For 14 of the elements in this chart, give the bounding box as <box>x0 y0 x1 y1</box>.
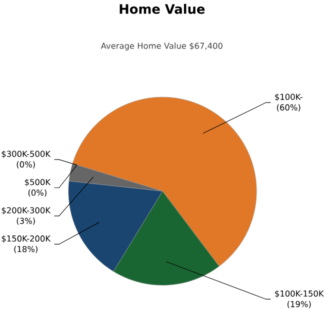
category-label: $500K <box>24 178 51 186</box>
slice-label: $200K-300K <box>2 206 51 214</box>
chart-title: Home Value <box>120 4 205 14</box>
text: (0%) <box>28 189 46 197</box>
slice-label: $150K-200K <box>2 235 51 243</box>
data-label: (18%) <box>14 246 38 253</box>
slice-label: $100K- <box>275 93 302 101</box>
chart-subtitle: Average Home Value $67,400 <box>100 42 222 50</box>
category-label: $300K-500K <box>2 150 51 158</box>
text: (0%) <box>16 161 35 168</box>
data-label: (19%) <box>288 300 311 308</box>
data-label: (3%) <box>16 217 35 225</box>
data-label: (60%) <box>277 104 300 112</box>
slice-label: $100K-150K <box>275 290 324 298</box>
